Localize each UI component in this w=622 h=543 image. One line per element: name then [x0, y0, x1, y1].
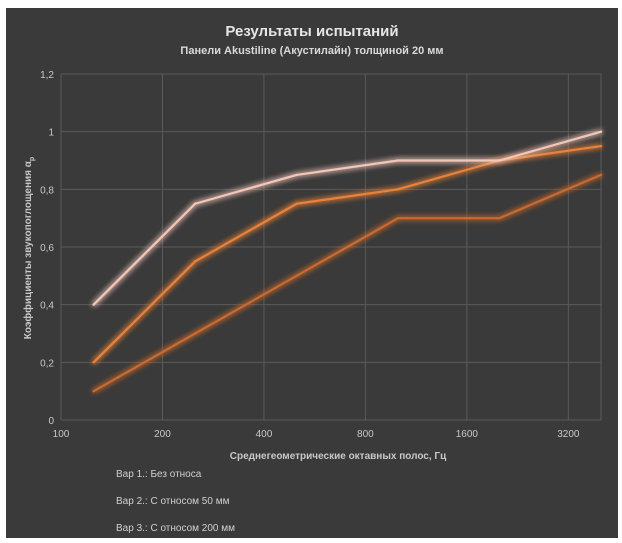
- series-3-point: [295, 173, 298, 177]
- series-3-point: [193, 202, 197, 205]
- series-2-point: [295, 202, 298, 205]
- y-tick-label: 1,2: [40, 70, 54, 81]
- x-tick-label: 100: [53, 429, 70, 440]
- x-tick-label: 3200: [557, 429, 580, 440]
- x-axis-label: Среднегеометрические октавных полос, Гц: [230, 451, 447, 462]
- chart-title: Результаты испытаний: [225, 23, 398, 40]
- legend-label-2: Вар 2.: С относом 50 мм: [116, 496, 230, 507]
- series-2-point: [396, 188, 400, 191]
- legend-label-1: Вар 1.: Без относа: [116, 469, 202, 480]
- series-line-3: [92, 130, 603, 306]
- tick-layer: 0 0,2 0,4 0,6 0,8 1 1,2 100 200 400 800 1600 3200: [40, 70, 580, 440]
- y-tick-label: 0,8: [40, 185, 54, 196]
- grid-layer: [60, 73, 602, 421]
- series-line-2: [92, 144, 603, 364]
- series-3-point: [92, 303, 95, 306]
- x-tick-label: 200: [154, 429, 171, 440]
- y-tick-label: 0,2: [40, 358, 54, 369]
- series-2-point: [193, 260, 197, 263]
- legend: Вар 1.: Без относа Вар 2.: С относом 50 м…: [88, 469, 235, 534]
- y-axis-label-main: Коэффициенты звукопоглощения α: [22, 160, 34, 339]
- legend-label-3: Вар 3.: С относом 200 мм: [116, 523, 235, 534]
- series-2-point: [599, 144, 603, 148]
- y-tick-label: 1: [48, 128, 54, 139]
- series-line-1: [92, 173, 603, 393]
- y-axis-label-subscript: p: [29, 157, 36, 161]
- series-1-point: [193, 332, 197, 335]
- chart-subtitle: Панели Akustiline (Акустилайн) толщиной …: [180, 45, 443, 57]
- y-tick-label: 0: [48, 416, 54, 427]
- y-axis-label: Коэффициенты звукопоглощения αp: [22, 157, 36, 339]
- x-tick-label: 800: [357, 429, 374, 440]
- x-tick-label: 1600: [456, 429, 479, 440]
- chart-area: Результаты испытаний Панели Akustiline (…: [6, 8, 618, 538]
- series-1-point: [92, 389, 95, 393]
- x-tick-label: 400: [256, 429, 273, 440]
- series-layer: [92, 130, 603, 393]
- y-tick-label: 0,6: [40, 243, 54, 254]
- series-3-point: [396, 159, 400, 162]
- series-1-point: [295, 274, 298, 278]
- y-tick-label: 0,4: [40, 301, 54, 312]
- chart-svg: Результаты испытаний Панели Akustiline (…: [22, 23, 603, 534]
- series-3-point: [498, 159, 501, 162]
- series-3-point: [599, 130, 603, 133]
- series-2-point: [92, 361, 95, 364]
- series-1-point: [599, 173, 603, 177]
- series-1-point: [498, 216, 501, 220]
- series-1-point: [396, 216, 400, 220]
